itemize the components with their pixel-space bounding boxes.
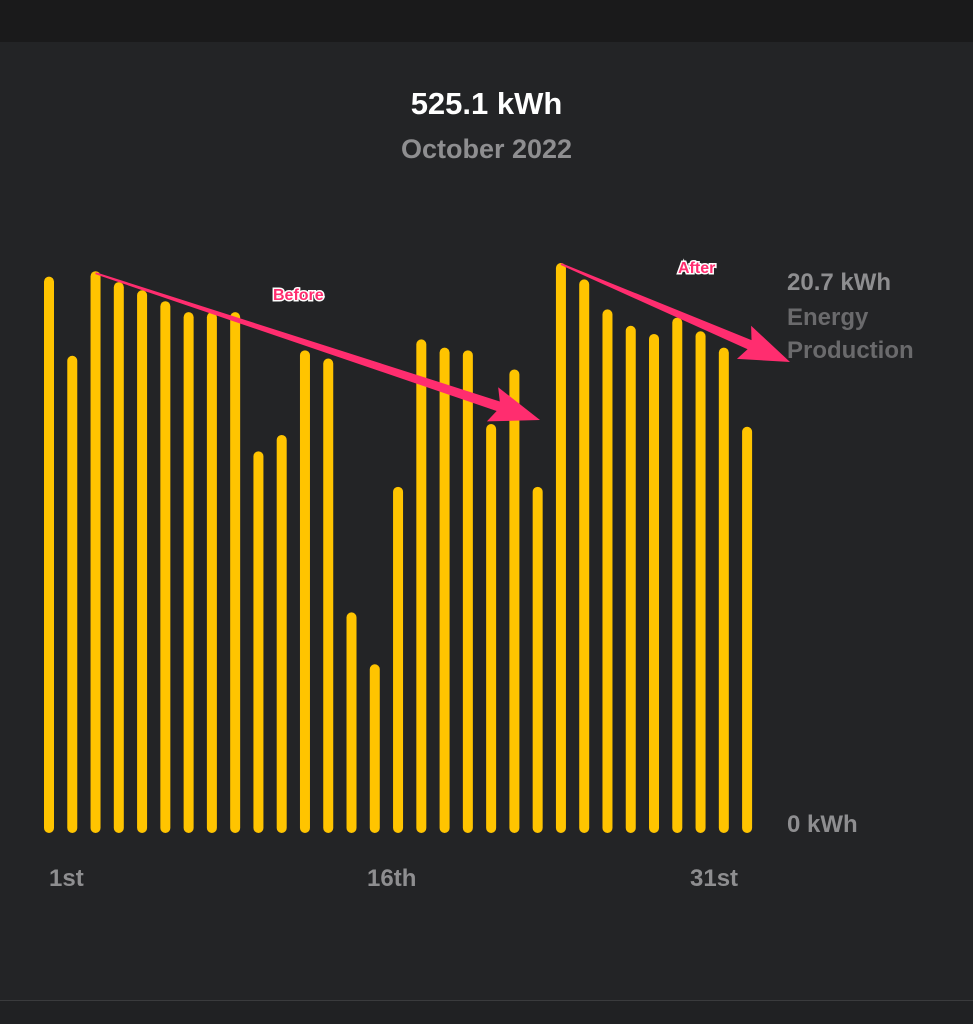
bar-day-7 <box>183 312 194 833</box>
bar-day-25 <box>602 309 613 833</box>
bar-day-18 <box>439 347 450 833</box>
bar-day-24 <box>579 279 590 833</box>
bar-day-27 <box>649 333 660 833</box>
annotation-before-arrow <box>95 272 540 422</box>
bar-day-31 <box>742 426 753 833</box>
x-tick-31st: 31st <box>690 865 738 892</box>
bar-day-15 <box>369 664 380 833</box>
bar-day-12 <box>299 350 310 833</box>
bar-day-19 <box>462 350 473 833</box>
bar-day-20 <box>486 424 497 833</box>
x-tick-16th: 16th <box>367 865 416 892</box>
annotation-after-arrow <box>560 263 790 362</box>
bar-day-16 <box>393 486 404 833</box>
bar-day-26 <box>625 325 636 833</box>
bar-day-28 <box>672 317 683 834</box>
bar-day-17 <box>416 339 427 833</box>
period-label: October 2022 <box>400 134 573 164</box>
bar-day-21 <box>509 369 520 833</box>
bottom-bar <box>0 1001 973 1024</box>
top-bar <box>0 0 973 42</box>
bar-day-13 <box>323 358 334 833</box>
bar-day-8 <box>206 312 217 833</box>
bar-day-11 <box>276 434 287 833</box>
bar-day-30 <box>718 347 729 833</box>
bar-day-5 <box>137 290 148 833</box>
y-max-label: 20.7 kWh <box>787 269 891 296</box>
x-tick-1st: 1st <box>49 865 84 892</box>
bar-day-2 <box>67 355 78 833</box>
y-label-line-1: Energy <box>787 304 869 331</box>
y-label-line-2: Production <box>787 337 914 364</box>
total-energy: 525.1 kWh <box>410 86 563 121</box>
divider <box>0 1000 973 1001</box>
annotation-before-label: Before <box>273 287 324 304</box>
bar-day-23 <box>555 263 566 833</box>
bar-day-10 <box>253 451 264 833</box>
bar-day-9 <box>230 312 241 833</box>
bar-day-14 <box>346 612 357 833</box>
annotation-after-label: After <box>678 260 715 277</box>
y-min-label: 0 kWh <box>787 811 858 838</box>
bar-day-1 <box>44 276 54 833</box>
bar-day-22 <box>532 486 543 833</box>
bar-day-4 <box>113 282 124 833</box>
bar-day-29 <box>695 331 706 833</box>
bar-day-6 <box>160 301 171 834</box>
bar-day-3 <box>90 271 101 833</box>
